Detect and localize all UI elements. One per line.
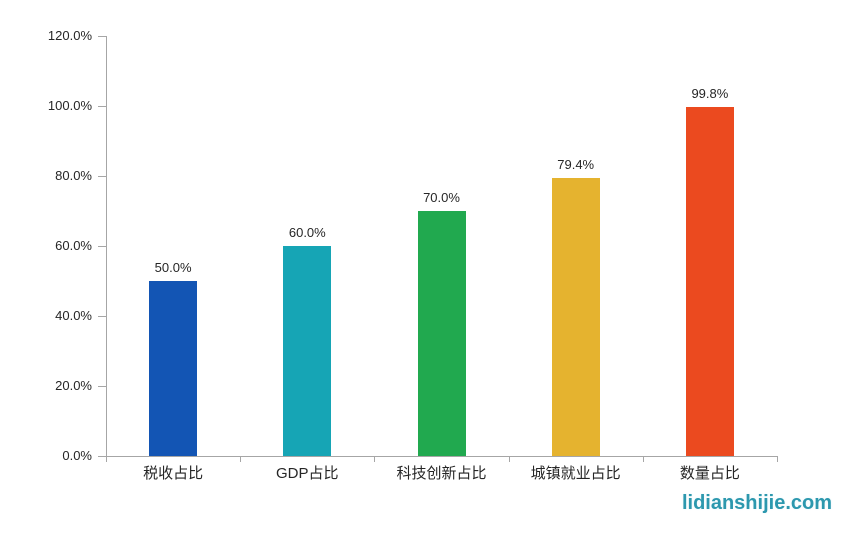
- y-axis-line: [106, 36, 107, 457]
- bar-value-label: 79.4%: [557, 157, 595, 173]
- x-axis-category-label: GDP占比: [276, 465, 339, 482]
- bar: [685, 106, 734, 456]
- y-axis-tick: [98, 246, 106, 247]
- bar: [417, 211, 466, 456]
- x-axis-tick: [642, 457, 644, 462]
- y-axis-tick: [98, 176, 106, 177]
- x-axis-category-label: 科技创新占比: [396, 465, 487, 482]
- watermark: lidianshijie.com: [681, 492, 832, 514]
- bar: [283, 246, 332, 456]
- x-axis-tick: [106, 457, 107, 462]
- x-axis-line: [106, 456, 778, 457]
- bar-value-label: 60.0%: [288, 225, 326, 240]
- y-axis-tick-label: 100.0%: [47, 98, 92, 113]
- y-axis-tick: [98, 386, 106, 387]
- bar: [149, 281, 198, 456]
- y-axis-tick: [98, 316, 106, 317]
- x-axis-tick: [508, 457, 510, 462]
- x-axis-tick: [374, 457, 376, 462]
- bar-value-label: 50.0%: [154, 260, 192, 275]
- x-axis-tick: [777, 457, 778, 462]
- y-axis-tick-label: 80.0%: [55, 168, 92, 183]
- y-axis-tick-label: 40.0%: [55, 308, 92, 323]
- x-axis-category-label: 数量占比: [679, 465, 740, 482]
- x-axis-category-label: 税收占比: [143, 465, 204, 482]
- bar: [551, 178, 600, 456]
- y-axis-tick-label: 120.0%: [47, 28, 92, 43]
- y-axis-tick: [98, 456, 106, 457]
- bar-value-label: 99.8%: [691, 85, 729, 101]
- y-axis-tick: [98, 36, 106, 37]
- y-axis-tick-label: 60.0%: [55, 238, 92, 253]
- y-axis-tick-label: 0.0%: [62, 448, 92, 463]
- y-axis-tick: [98, 106, 106, 107]
- y-axis-tick-label: 20.0%: [55, 378, 92, 393]
- bar-value-label: 70.0%: [423, 190, 460, 205]
- x-axis-category-label: 城镇就业占比: [530, 465, 621, 482]
- x-axis-tick: [240, 457, 242, 462]
